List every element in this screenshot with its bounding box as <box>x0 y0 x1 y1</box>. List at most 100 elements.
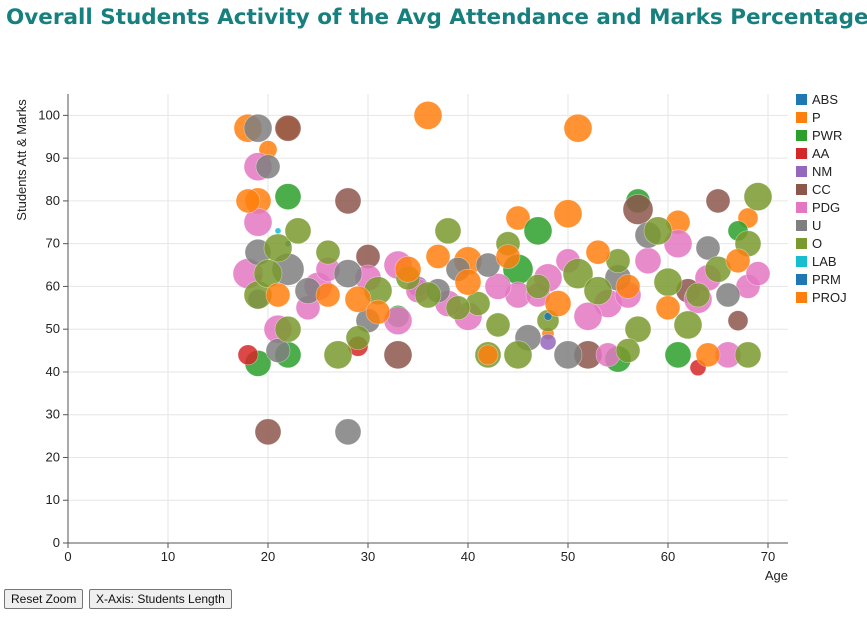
point-u[interactable] <box>715 282 741 308</box>
point-u[interactable] <box>553 340 583 370</box>
legend-swatch <box>796 165 807 177</box>
point-pdg[interactable] <box>484 273 512 300</box>
point-o[interactable] <box>624 315 652 343</box>
point-o[interactable] <box>315 239 341 265</box>
point-o[interactable] <box>743 182 773 211</box>
point-proj[interactable] <box>315 282 341 308</box>
point-o[interactable] <box>274 315 302 343</box>
point-o[interactable] <box>643 216 673 246</box>
point-o[interactable] <box>685 282 711 308</box>
legend-item-aa[interactable]: AA <box>796 144 847 162</box>
point-u[interactable] <box>334 418 362 446</box>
legend-item-proj[interactable]: PROJ <box>796 288 847 306</box>
legend-swatch <box>796 219 807 231</box>
legend-label: NM <box>812 163 833 179</box>
point-u[interactable] <box>243 113 273 143</box>
point-p[interactable] <box>553 199 583 229</box>
point-o[interactable] <box>345 325 371 351</box>
point-o[interactable] <box>434 217 462 245</box>
point-proj[interactable] <box>235 188 261 214</box>
legend-label: U <box>812 217 822 233</box>
point-cc[interactable] <box>254 418 282 446</box>
point-p[interactable] <box>563 113 593 143</box>
point-p[interactable] <box>505 205 531 231</box>
point-pdg[interactable] <box>595 342 621 368</box>
point-proj[interactable] <box>394 256 422 283</box>
point-proj[interactable] <box>425 244 451 269</box>
point-o[interactable] <box>734 341 762 369</box>
x-axis-toggle-button[interactable]: X-Axis: Students Length <box>89 589 232 609</box>
point-o[interactable] <box>445 295 471 321</box>
legend-label: LAB <box>812 253 837 269</box>
legend-item-cc[interactable]: CC <box>796 180 847 198</box>
legend-item-p[interactable]: P <box>796 108 847 126</box>
legend-swatch <box>796 255 807 267</box>
point-proj[interactable] <box>544 290 572 317</box>
legend-swatch <box>796 273 807 285</box>
point-pdg[interactable] <box>573 302 603 331</box>
point-o[interactable] <box>673 310 703 340</box>
y-tick-label: 0 <box>53 535 60 550</box>
point-cc[interactable] <box>334 187 362 215</box>
reset-zoom-button[interactable]: Reset Zoom <box>4 589 84 609</box>
point-o[interactable] <box>562 258 594 289</box>
legend-label: CC <box>812 181 831 197</box>
point-u[interactable] <box>333 259 363 288</box>
legend-item-o[interactable]: O <box>796 234 847 252</box>
point-cc[interactable] <box>274 114 302 142</box>
point-o[interactable] <box>525 274 551 299</box>
point-p[interactable] <box>413 101 443 130</box>
point-pdg[interactable] <box>745 261 771 286</box>
point-u[interactable] <box>695 235 721 261</box>
y-tick-label: 10 <box>46 492 60 507</box>
point-proj[interactable] <box>655 295 681 321</box>
point-pwr[interactable] <box>274 183 302 210</box>
legend-item-lab[interactable]: LAB <box>796 252 847 270</box>
point-proj[interactable] <box>585 239 611 265</box>
point-o[interactable] <box>323 340 353 370</box>
point-proj[interactable] <box>365 299 391 325</box>
point-prm[interactable] <box>543 312 553 321</box>
point-pwr[interactable] <box>523 216 553 246</box>
point-nm[interactable] <box>539 333 557 351</box>
point-o[interactable] <box>583 276 613 306</box>
point-o[interactable] <box>414 281 442 309</box>
point-pwr[interactable] <box>664 341 692 369</box>
point-o[interactable] <box>485 312 511 338</box>
point-pdg[interactable] <box>243 207 273 237</box>
legend-item-nm[interactable]: NM <box>796 162 847 180</box>
y-tick-label: 20 <box>46 449 60 464</box>
legend-item-prm[interactable]: PRM <box>796 270 847 288</box>
point-proj[interactable] <box>495 244 521 269</box>
point-cc[interactable] <box>383 340 413 370</box>
legend-label: AA <box>812 145 830 161</box>
point-cc[interactable] <box>705 188 731 214</box>
point-o[interactable] <box>653 267 683 297</box>
point-o[interactable] <box>253 259 283 288</box>
point-lab[interactable] <box>274 227 282 235</box>
point-proj[interactable] <box>477 344 499 366</box>
point-proj[interactable] <box>725 248 751 274</box>
point-proj[interactable] <box>265 282 291 308</box>
point-proj[interactable] <box>615 274 641 299</box>
legend-item-u[interactable]: U <box>796 216 847 234</box>
point-proj[interactable] <box>454 268 482 296</box>
point-o[interactable] <box>503 340 533 370</box>
point-o[interactable] <box>615 338 641 363</box>
point-pdg[interactable] <box>634 247 662 275</box>
y-tick-label: 80 <box>46 193 60 208</box>
point-aa[interactable] <box>237 344 259 366</box>
legend-item-pdg[interactable]: PDG <box>796 198 847 216</box>
x-tick-label: 40 <box>461 549 475 564</box>
point-cc[interactable] <box>727 310 749 331</box>
point-o[interactable] <box>284 217 312 245</box>
legend-item-pwr[interactable]: PWR <box>796 126 847 144</box>
legend-item-abs[interactable]: ABS <box>796 90 847 108</box>
point-proj[interactable] <box>695 342 721 368</box>
legend-label: PWR <box>812 127 843 143</box>
point-proj[interactable] <box>344 285 372 313</box>
point-u[interactable] <box>255 154 281 179</box>
point-u[interactable] <box>265 338 291 363</box>
point-cc[interactable] <box>622 194 654 225</box>
